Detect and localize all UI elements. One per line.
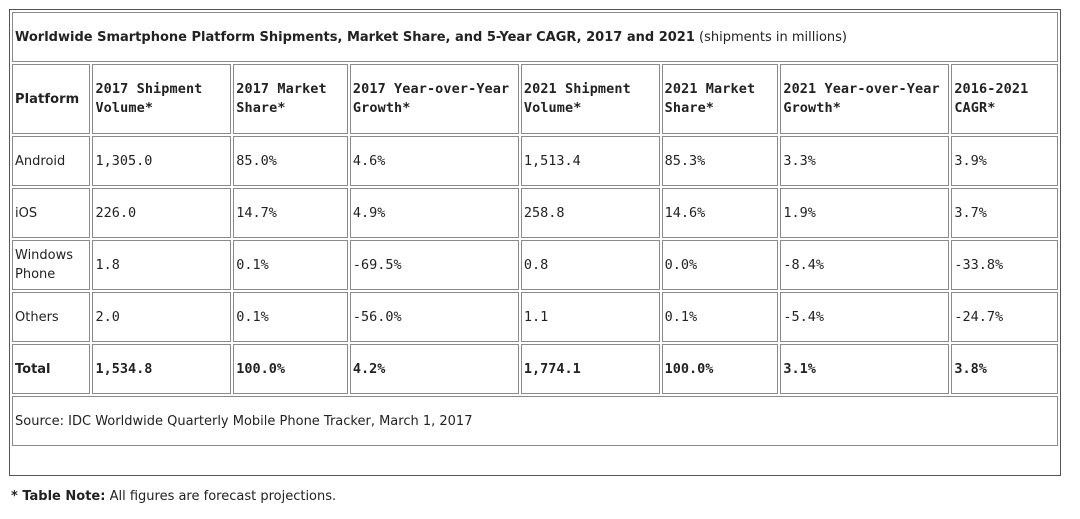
header-2021-yoy-growth: 2021 Year-over-Year Growth* (780, 64, 950, 134)
total-cagr: 3.8% (951, 344, 1058, 394)
table-row: Android 1,305.0 85.0% 4.6% 1,513.4 85.3%… (12, 136, 1058, 186)
table-footnote-label: * Table Note: (11, 489, 106, 504)
cell-cagr: 3.9% (951, 136, 1058, 186)
header-2021-market-share: 2021 Market Share* (661, 64, 779, 134)
cell-2021-market-share: 85.3% (661, 136, 779, 186)
cell-2021-shipment-volume: 258.8 (520, 188, 660, 238)
table-footnote: * Table Note: All figures are forecast p… (11, 489, 336, 504)
table-title-unit: (shipments in millions) (699, 29, 847, 45)
total-2021-market-share: 100.0% (661, 344, 779, 394)
table-title-text: Worldwide Smartphone Platform Shipments,… (15, 29, 695, 45)
cell-2017-market-share: 14.7% (233, 188, 348, 238)
cell-platform: iOS (12, 188, 91, 238)
total-2021-yoy-growth: 3.1% (780, 344, 950, 394)
cell-2017-yoy-growth: -56.0% (349, 292, 519, 342)
cell-2021-market-share: 0.1% (661, 292, 779, 342)
cell-2017-market-share: 0.1% (233, 240, 348, 290)
cell-2021-shipment-volume: 1,513.4 (520, 136, 660, 186)
header-row: Platform 2017 Shipment Volume* 2017 Mark… (12, 64, 1058, 134)
cell-cagr: 3.7% (951, 188, 1058, 238)
cell-2021-market-share: 0.0% (661, 240, 779, 290)
table-footnote-text: All figures are forecast projections. (109, 489, 337, 504)
cell-2017-shipment-volume: 1,305.0 (92, 136, 232, 186)
cell-2021-yoy-growth: 3.3% (780, 136, 950, 186)
header-platform: Platform (12, 64, 91, 134)
header-2021-shipment-volume: 2021 Shipment Volume* (520, 64, 660, 134)
cell-2021-shipment-volume: 0.8 (520, 240, 660, 290)
total-label: Total (12, 344, 91, 394)
table-row: iOS 226.0 14.7% 4.9% 258.8 14.6% 1.9% 3.… (12, 188, 1058, 238)
cell-cagr: -33.8% (951, 240, 1058, 290)
cell-2017-market-share: 85.0% (233, 136, 348, 186)
cell-2021-market-share: 14.6% (661, 188, 779, 238)
total-2021-shipment-volume: 1,774.1 (520, 344, 660, 394)
total-2017-shipment-volume: 1,534.8 (92, 344, 232, 394)
total-row: Total 1,534.8 100.0% 4.2% 1,774.1 100.0%… (12, 344, 1058, 394)
cell-cagr: -24.7% (951, 292, 1058, 342)
cell-2021-shipment-volume: 1.1 (520, 292, 660, 342)
cell-2017-shipment-volume: 226.0 (92, 188, 232, 238)
header-2017-yoy-growth: 2017 Year-over-Year Growth* (349, 64, 519, 134)
cell-platform: Windows Phone (12, 240, 91, 290)
cell-2017-yoy-growth: -69.5% (349, 240, 519, 290)
cell-2017-yoy-growth: 4.9% (349, 188, 519, 238)
cell-2017-shipment-volume: 1.8 (92, 240, 232, 290)
table-title: Worldwide Smartphone Platform Shipments,… (12, 12, 1058, 62)
cell-platform: Others (12, 292, 91, 342)
table-row: Windows Phone 1.8 0.1% -69.5% 0.8 0.0% -… (12, 240, 1058, 290)
shipments-table: Worldwide Smartphone Platform Shipments,… (10, 10, 1060, 448)
shipments-table-frame: Worldwide Smartphone Platform Shipments,… (9, 9, 1061, 476)
cell-2017-yoy-growth: 4.6% (349, 136, 519, 186)
total-2017-yoy-growth: 4.2% (349, 344, 519, 394)
cell-platform: Android (12, 136, 91, 186)
cell-2021-yoy-growth: -5.4% (780, 292, 950, 342)
header-2017-shipment-volume: 2017 Shipment Volume* (92, 64, 232, 134)
cell-2021-yoy-growth: -8.4% (780, 240, 950, 290)
source-note: Source: IDC Worldwide Quarterly Mobile P… (12, 396, 1058, 446)
total-2017-market-share: 100.0% (233, 344, 348, 394)
cell-2017-market-share: 0.1% (233, 292, 348, 342)
header-cagr: 2016-2021 CAGR* (951, 64, 1058, 134)
header-2017-market-share: 2017 Market Share* (233, 64, 348, 134)
table-row: Others 2.0 0.1% -56.0% 1.1 0.1% -5.4% -2… (12, 292, 1058, 342)
cell-2021-yoy-growth: 1.9% (780, 188, 950, 238)
cell-2017-shipment-volume: 2.0 (92, 292, 232, 342)
